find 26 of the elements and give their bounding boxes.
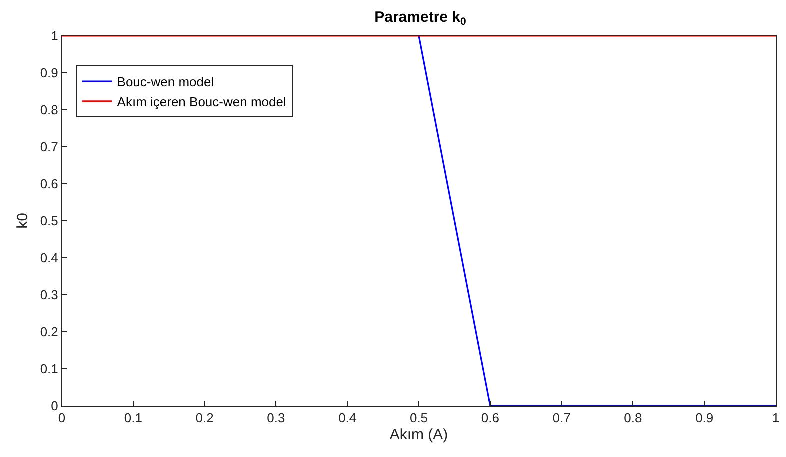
y-tick-label: 0.8 (40, 102, 58, 118)
y-tick-label: 0.6 (40, 176, 58, 192)
x-tick-label: 0.7 (552, 410, 571, 426)
x-tick-label: 0.2 (196, 410, 214, 426)
y-tick-label: 0.2 (40, 324, 58, 340)
x-tick-label: 0.4 (338, 410, 357, 426)
y-tick-label: 0.9 (40, 66, 58, 81)
chart-title: Parametre k$_{0}$ (374, 8, 467, 28)
y-tick-label: 0.1 (40, 362, 58, 377)
y-tick-label: 0.4 (40, 250, 58, 266)
x-tick-label: 0.1 (124, 410, 142, 426)
x-axis-title: Akım (A) (390, 426, 448, 444)
y-tick-label: 1 (51, 28, 58, 44)
x-tick-label: 0.6 (481, 410, 500, 426)
y-tick-label: 0 (51, 398, 58, 414)
x-tick-label: 0.8 (624, 410, 642, 426)
legend-label: Akım içeren Bouc-wen model (117, 94, 286, 110)
y-axis-title: k0 (14, 213, 32, 229)
legend-label: Bouc-wen model (117, 74, 214, 90)
y-tick-label: 0.7 (40, 140, 58, 155)
x-tick-label: 0.9 (696, 410, 714, 426)
y-tick-label: 0.3 (40, 288, 58, 303)
x-tick-label: 0.3 (267, 410, 286, 426)
x-tick-label: 0.5 (410, 410, 428, 426)
y-tick-label: 0.5 (40, 214, 58, 229)
x-tick-label: 1 (772, 410, 780, 426)
